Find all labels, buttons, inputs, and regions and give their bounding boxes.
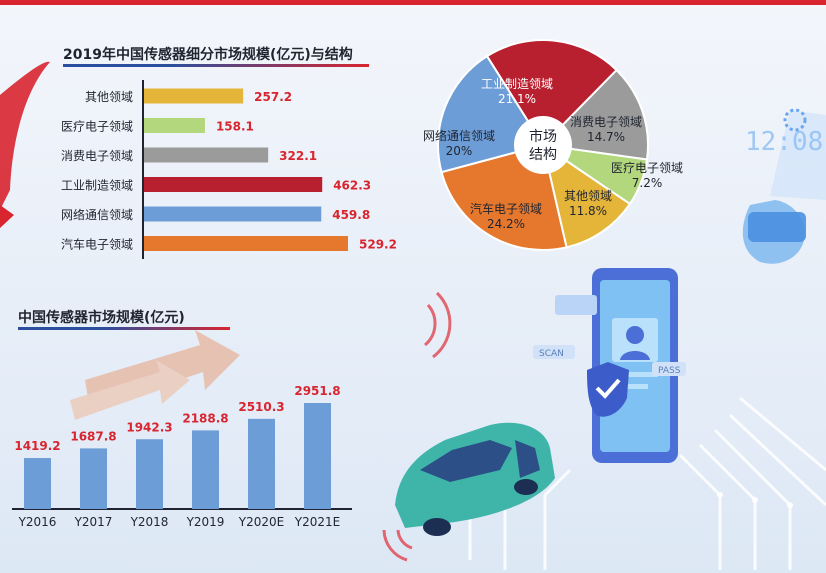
segment-value-label: 257.2: [254, 90, 292, 104]
shield-icon: [587, 362, 629, 417]
market-value-label: 1942.3: [126, 420, 172, 434]
segment-title-underline: [63, 64, 369, 67]
pie-slice-label: 网络通信领域: [423, 128, 495, 143]
pie-center-label: 市场: [529, 128, 557, 145]
arrow-decoration: [70, 330, 240, 420]
pie-slice-value: 21.1%: [498, 92, 536, 106]
market-bar: [192, 430, 219, 509]
pass-label: PASS: [658, 366, 681, 376]
market-bar: [248, 418, 275, 509]
pie-slice-label: 消费电子领域: [570, 115, 642, 129]
market-bar: [304, 403, 331, 509]
pie-center-hole: [514, 116, 572, 174]
segment-value-label: 459.8: [332, 208, 370, 222]
pie-slice-label: 医疗电子领域: [611, 161, 683, 175]
pie-slice-value: 11.8%: [569, 204, 607, 218]
pie-slice-value: 24.2%: [487, 217, 525, 231]
market-value-label: 2951.8: [294, 384, 340, 398]
segment-category-label: 其他领域: [85, 90, 133, 104]
clock-display: 12:08: [745, 127, 823, 157]
market-value-label: 1687.8: [70, 429, 116, 443]
pie-slice-value: 20%: [446, 144, 473, 158]
market-title-underline: [18, 327, 230, 330]
scan-label: SCAN: [539, 349, 564, 359]
segment-bar: [144, 88, 244, 104]
segment-bar: [144, 177, 323, 192]
segment-value-label: 158.1: [216, 120, 254, 134]
pie-slice: [485, 39, 619, 147]
segment-bar: [144, 118, 205, 133]
market-value-label: 2510.3: [238, 400, 284, 414]
market-year-label: Y2019: [186, 515, 225, 529]
pie-slice-label: 其他领域: [564, 189, 612, 203]
pie-slice-value: 14.7%: [587, 130, 625, 144]
red-swoosh-tip: [0, 205, 14, 228]
scan-tag: [533, 345, 575, 359]
red-swoosh-shape: [0, 61, 50, 210]
market-year-label: Y2018: [130, 515, 169, 529]
segment-value-label: 322.1: [279, 149, 317, 163]
segment-category-label: 医疗电子领域: [61, 120, 133, 134]
segment-value-label: 462.3: [333, 179, 371, 193]
loading-ring-icon: [783, 108, 807, 132]
pie-slice: [541, 142, 632, 249]
smartwatch-illustration: [742, 110, 826, 264]
pie-slice-label: 工业制造领域: [481, 77, 553, 91]
pass-tag: [652, 362, 686, 376]
pie-slice-label: 汽车电子领域: [470, 201, 542, 216]
market-year-label: Y2020E: [238, 515, 284, 529]
market-value-label: 1419.2: [14, 439, 60, 453]
segment-bar: [144, 236, 348, 251]
pie-slice-value: 7.2%: [632, 176, 663, 190]
segment-category-label: 汽车电子领域: [61, 237, 133, 252]
market-bar: [80, 448, 107, 509]
market-bar: [136, 439, 163, 509]
market-year-label: Y2016: [18, 515, 57, 529]
market-chart-title: 中国传感器市场规模(亿元): [18, 310, 185, 326]
pie-center-label: 结构: [529, 147, 557, 163]
chat-bubble-decoration: [555, 295, 597, 315]
market-value-label: 2188.8: [182, 411, 228, 425]
segment-value-label: 529.2: [359, 238, 397, 252]
market-year-label: Y2021E: [294, 515, 340, 529]
wireless-signal-icon: [382, 291, 452, 562]
segment-bar: [144, 147, 269, 163]
market-year-label: Y2017: [74, 515, 113, 529]
segment-category-label: 工业制造领域: [61, 179, 133, 193]
market-bar: [24, 458, 51, 509]
top-accent-bar: [0, 0, 826, 5]
segment-category-label: 网络通信领域: [61, 207, 133, 222]
car-illustration: [395, 422, 555, 536]
segment-category-label: 消费电子领域: [61, 149, 133, 163]
segment-bar: [144, 206, 322, 222]
segment-chart-title: 2019年中国传感器细分市场规模(亿元)与结构: [63, 47, 353, 63]
